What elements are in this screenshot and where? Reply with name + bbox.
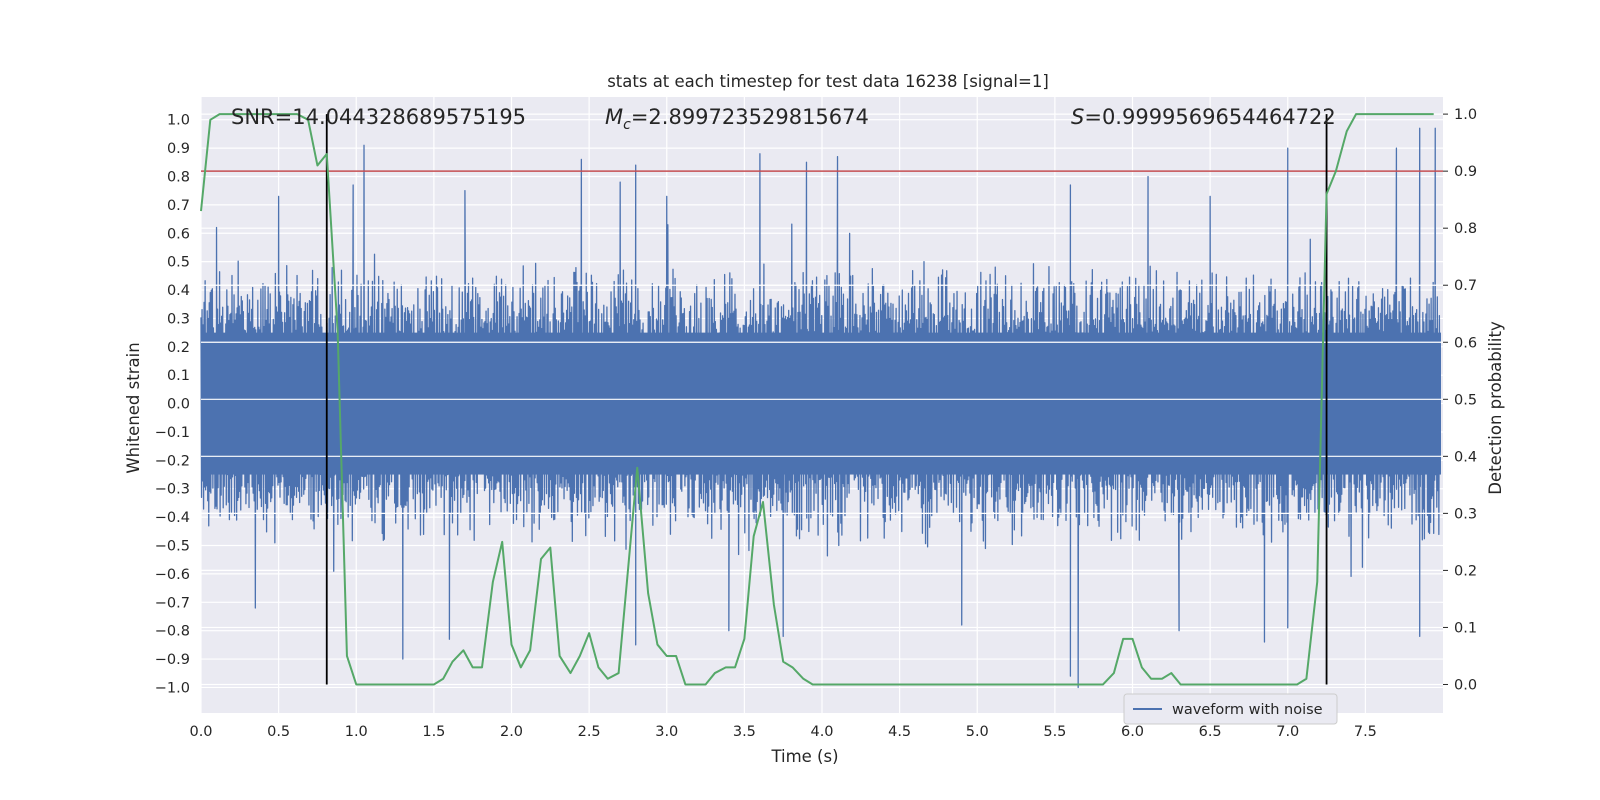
y-tick-label: −0.2 xyxy=(155,453,190,469)
probability-series xyxy=(200,113,1443,686)
x-tick-label: 5.0 xyxy=(966,724,989,740)
y2-tick-label: 1.0 xyxy=(1454,107,1477,123)
y2-axis-label: Detection probability xyxy=(1486,321,1505,495)
y-tick-label: −0.9 xyxy=(155,652,190,668)
x-tick-label: 5.5 xyxy=(1043,724,1066,740)
x-tick-label: 4.5 xyxy=(888,724,911,740)
x-tick-label: 4.0 xyxy=(810,724,833,740)
y-tick-label: −0.5 xyxy=(155,539,190,555)
snr-annotation: SNR=14.044328689575195 xyxy=(231,105,526,129)
y2-tick-label: 0.4 xyxy=(1454,449,1477,465)
y-tick-label: 0.6 xyxy=(167,226,190,242)
y-axis-label: Whitened strain xyxy=(124,342,143,473)
y-tick-label: −0.3 xyxy=(155,482,190,498)
legend-box xyxy=(1123,693,1338,725)
y2-tick-label: 0.2 xyxy=(1454,563,1477,579)
y-tick-label: −1.0 xyxy=(155,680,190,696)
y-tick-label: 0.7 xyxy=(167,198,190,214)
x-tick-label: 2.5 xyxy=(578,724,601,740)
y-tick-label: 0.5 xyxy=(167,255,190,271)
y-tick-label: 0.1 xyxy=(167,368,190,384)
x-axis: 0.0 0.5 1.0 1.5 2.0 2.5 3.0 3.5 4.0 4.5 5.0 5.5 6.0 6… xyxy=(189,724,1376,740)
x-tick-label: 1.5 xyxy=(422,724,445,740)
y2-tick-label: 0.1 xyxy=(1454,620,1477,636)
y-tick-label: 1.0 xyxy=(167,113,190,129)
x-tick-label: 3.5 xyxy=(733,724,756,740)
y-tick-label: −0.6 xyxy=(155,567,190,583)
score-symbol: S xyxy=(1071,105,1084,129)
y-axis-left: 1.0 0.9 0.8 0.7 0.6 0.5 0.4 0.3 0.2 0.1 0.0 −0.1 −0.… xyxy=(155,113,190,697)
y-tick-label: 0.0 xyxy=(167,397,190,413)
x-tick-label: 0.0 xyxy=(189,724,212,740)
y-tick-label: −0.7 xyxy=(155,595,190,611)
y-tick-label: 0.8 xyxy=(167,169,190,185)
score-value: =0.9999569654464722 xyxy=(1084,105,1335,129)
legend-label: waveform with noise xyxy=(1172,702,1323,718)
y-axis-right: 1.0 0.9 0.8 0.7 0.6 0.5 0.4 0.3 0.2 0.1 0.0 xyxy=(1443,107,1477,693)
score-annotation: S=0.9999569654464722 xyxy=(1071,105,1336,129)
x-tick-label: 7.0 xyxy=(1276,724,1299,740)
x-tick-label: 2.0 xyxy=(500,724,523,740)
waveform-core xyxy=(201,332,1441,475)
probability-line xyxy=(200,113,1434,686)
x-tick-label: 6.5 xyxy=(1199,724,1222,740)
chart-title: stats at each timestep for test data 162… xyxy=(607,72,1049,91)
y-tick-label: 0.9 xyxy=(167,141,190,157)
x-tick-label: 1.0 xyxy=(345,724,368,740)
y-tick-label: 0.4 xyxy=(167,283,190,299)
y2-tick-label: 0.5 xyxy=(1454,392,1477,408)
y-tick-label: 0.2 xyxy=(167,340,190,356)
y2-tick-label: 0.8 xyxy=(1454,221,1477,237)
legend: waveform with noise xyxy=(1123,693,1338,725)
y-tick-label: −0.4 xyxy=(155,510,190,526)
chirp-mass-annotation: Mc=2.899723529815674 xyxy=(605,105,869,133)
y-tick-label: −0.8 xyxy=(155,624,190,640)
y2-tick-label: 0.7 xyxy=(1454,278,1477,294)
y2-tick-label: 0.9 xyxy=(1454,164,1477,180)
waveform-series xyxy=(200,127,1443,689)
y-tick-label: 0.3 xyxy=(167,311,190,327)
y2-tick-label: 0.0 xyxy=(1454,677,1477,693)
chirp-mass-value: =2.899723529815674 xyxy=(631,105,869,129)
chirp-mass-subscript: c xyxy=(623,117,631,133)
y2-tick-label: 0.3 xyxy=(1454,506,1477,522)
y-tick-label: −0.1 xyxy=(155,425,190,441)
x-tick-label: 0.5 xyxy=(267,724,290,740)
x-tick-label: 6.0 xyxy=(1121,724,1144,740)
chirp-mass-symbol: M xyxy=(605,105,623,129)
y2-tick-label: 0.6 xyxy=(1454,335,1477,351)
x-axis-label: Time (s) xyxy=(770,747,838,766)
x-tick-label: 7.5 xyxy=(1354,724,1377,740)
x-tick-label: 3.0 xyxy=(655,724,678,740)
